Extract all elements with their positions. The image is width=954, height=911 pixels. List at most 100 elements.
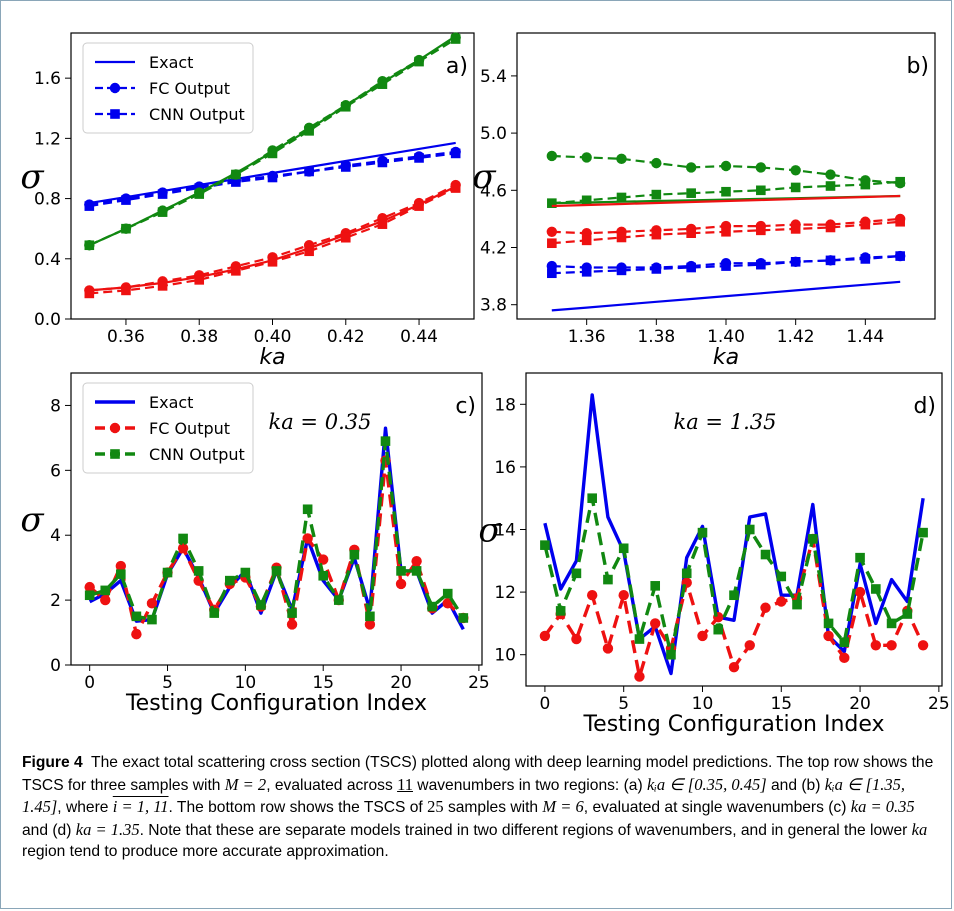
data-point-cnn — [686, 188, 696, 198]
y-tick-label: 3.8 — [480, 296, 507, 316]
data-point-cnn-output — [333, 595, 344, 605]
caption-part: . Note that these are separate models tr… — [139, 821, 912, 839]
legend: Exact FC Output CNN Output — [82, 42, 254, 134]
data-point-cnn — [121, 223, 131, 234]
y-axis-label: σ — [472, 157, 496, 197]
data-point-cnn — [194, 275, 205, 285]
data-point-fc-output — [115, 560, 127, 572]
series-line-red-exact — [89, 185, 457, 292]
data-point-cnn-output — [587, 493, 597, 503]
series-line-green-fc — [88, 36, 457, 247]
data-point-fc-output — [586, 590, 598, 601]
y-axis-label: σ — [20, 500, 44, 540]
y-tick-label: 0.0 — [34, 310, 61, 330]
data-point-cnn-output — [697, 527, 708, 538]
data-point-cnn — [157, 281, 168, 291]
data-point-fc-output — [728, 662, 740, 673]
data-point-cnn-output — [571, 568, 582, 579]
figure-canvas: 0.36 0.38 0.40 0.42 0.44 0.0 0.4 0.8 1.2 1.6 ka σ a)… — [20, 32, 950, 737]
data-point-cnn — [377, 219, 388, 229]
legend-box — [82, 42, 254, 134]
data-point-cnn-output — [131, 611, 142, 622]
caption-part: region tend to produce more accurate app… — [22, 843, 389, 861]
data-point-cnn-output — [116, 569, 126, 579]
x-tick-label: 15 — [312, 673, 334, 693]
data-point-fc-output — [760, 602, 771, 613]
data-point-fc — [651, 157, 662, 169]
data-point-cnn-output — [318, 570, 329, 581]
data-point-cnn — [616, 265, 627, 276]
data-point-cnn — [340, 162, 351, 172]
legend-entry: CNN Output — [149, 105, 245, 124]
y-tick-label: 4.6 — [480, 181, 507, 201]
series-line-blue-exact — [551, 280, 901, 312]
figure-caption: Figure 4 The exact total scattering cros… — [22, 752, 938, 863]
data-point-fc-output — [744, 640, 755, 651]
x-axis-label: Testing Configuration Index — [125, 691, 427, 716]
data-point-cnn-output — [713, 624, 724, 635]
x-tick-label: 1.44 — [846, 327, 884, 347]
y-tick-label: 6 — [50, 461, 61, 481]
x-tick-label: 0.36 — [107, 327, 145, 347]
y-tick-label: 1.6 — [34, 69, 61, 89]
y-axis-label: σ — [20, 157, 44, 197]
data-point-cnn — [825, 181, 836, 191]
data-point-cnn — [377, 79, 388, 89]
caption-part: and (d) — [22, 821, 76, 839]
data-point-cnn-output — [839, 637, 850, 647]
axes-frame — [70, 372, 483, 666]
x-tick-label: 0.38 — [180, 327, 218, 347]
data-point-cnn-output — [744, 524, 755, 535]
x-tick-label: 1.38 — [637, 327, 675, 347]
x-tick-label: 1.42 — [777, 327, 815, 347]
data-point-fc-output — [854, 586, 866, 598]
data-point-cnn — [547, 268, 557, 279]
data-point-cnn — [581, 195, 592, 206]
data-point-cnn — [194, 189, 205, 199]
data-point-cnn — [547, 238, 557, 249]
data-point-cnn-output — [807, 534, 818, 544]
data-point-cnn — [721, 226, 731, 237]
data-point-cnn — [651, 264, 662, 274]
caption-math: kᵢa ∈ [0.35, 0.45] — [646, 774, 767, 794]
data-point-fc-output — [146, 598, 158, 609]
y-tick-label: 8 — [50, 396, 61, 416]
data-point-cnn — [860, 254, 871, 264]
data-point-fc-output — [823, 630, 834, 642]
data-point-fc-output — [870, 640, 882, 651]
data-point-fc-output — [539, 630, 551, 642]
x-tick-label: 20 — [849, 694, 871, 714]
data-point-cnn — [304, 166, 314, 177]
y-tick-label: 5.0 — [480, 124, 507, 144]
data-point-cnn — [581, 235, 592, 246]
data-point-fc — [616, 153, 627, 165]
caption-math: 11 — [397, 774, 413, 794]
caption-math: ka = 0.35 — [850, 797, 915, 817]
data-point-fc-output — [697, 630, 708, 642]
y-tick-label: 14 — [494, 521, 516, 541]
x-tick-label: 1.40 — [707, 327, 745, 347]
panel-d-chart: 0 5 10 15 20 25 10 12 14 16 18 Testing Configuratio… — [478, 372, 950, 737]
data-point-fc-output — [634, 671, 645, 682]
data-point-fc-output — [571, 633, 582, 645]
data-point-cnn-output — [271, 566, 282, 576]
series-line-red-cnn — [89, 187, 457, 295]
data-point-cnn — [267, 148, 278, 159]
x-tick-label: 10 — [235, 673, 257, 693]
data-point-cnn — [304, 246, 314, 257]
data-point-cnn — [686, 262, 696, 273]
y-tick-label: 16 — [494, 458, 516, 478]
x-axis-label: ka — [259, 345, 285, 370]
data-point-cnn — [860, 219, 871, 230]
caption-math: ka = 1.35 — [75, 819, 140, 839]
annotation-label: ka = 1.35 — [674, 410, 777, 434]
x-tick-label: 5 — [618, 694, 629, 714]
data-point-cnn-output — [618, 543, 629, 554]
data-point-cnn — [157, 207, 168, 217]
caption-math: 25 — [427, 797, 444, 817]
data-point-cnn — [825, 255, 836, 266]
data-point-cnn — [756, 185, 766, 196]
y-tick-label: 2 — [50, 591, 61, 611]
y-tick-label: 4.2 — [480, 239, 507, 259]
